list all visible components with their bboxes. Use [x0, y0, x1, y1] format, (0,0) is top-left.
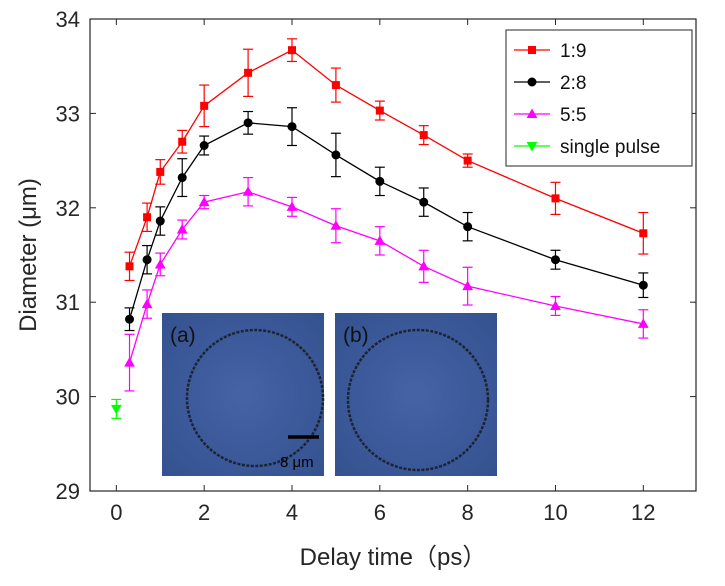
x-tick-label-3: 6	[374, 500, 386, 525]
data-point-2-7	[330, 220, 342, 230]
data-point-1-10	[463, 222, 473, 232]
inset-a-image	[162, 313, 324, 476]
legend-label-3: single pulse	[560, 137, 660, 158]
inset-b-image	[335, 313, 497, 476]
data-point-1-9	[419, 197, 429, 207]
y-tick-label-1: 30	[56, 385, 80, 410]
data-point-2-1	[141, 298, 153, 309]
data-point-2-12	[637, 318, 649, 328]
x-tick-label-4: 8	[462, 500, 474, 525]
inset-b: (b)	[335, 313, 497, 476]
data-point-0-0	[125, 262, 134, 271]
data-point-0-10	[463, 156, 472, 165]
data-point-2-4	[198, 196, 210, 207]
data-point-1-8	[375, 176, 385, 186]
x-axis-label: Delay time（ps）	[300, 544, 487, 571]
x-tick-label-6: 12	[631, 500, 655, 525]
y-tick-label-3: 32	[56, 196, 80, 221]
data-point-1-5	[243, 118, 253, 128]
data-point-2-11	[550, 300, 561, 310]
data-point-1-0	[125, 314, 135, 324]
inset-a-crater-ring	[185, 328, 325, 468]
data-point-0-6	[288, 46, 296, 55]
data-point-3-0	[110, 404, 122, 415]
data-point-2-5	[242, 186, 254, 196]
data-point-2-0	[124, 357, 135, 367]
data-point-2-10	[462, 280, 474, 291]
legend-label-0: 1:9	[560, 41, 586, 62]
tick-labels: 0 2 4 6 8 10 12 29 30 31 32 33 34	[56, 7, 656, 525]
x-tick-label-1: 2	[198, 500, 210, 525]
data-point-0-4	[200, 101, 209, 110]
data-point-1-4	[199, 140, 209, 150]
inset-b-crater-ring	[346, 328, 490, 472]
scale-bar-label: 8 μm	[280, 454, 314, 471]
legend-label-2: 5:5	[560, 105, 586, 126]
data-point-2-6	[286, 201, 298, 211]
y-axis-label-unit: μm	[15, 186, 42, 220]
legend-label-1: 2:8	[560, 73, 586, 94]
inset-a: (a) 8 μm	[162, 313, 325, 476]
y-tick-label-4: 33	[56, 101, 80, 126]
series-0	[124, 38, 649, 282]
data-point-2-2	[154, 258, 166, 269]
data-point-0-7	[331, 81, 340, 90]
series-layer	[110, 38, 649, 419]
x-tick-label-2: 4	[286, 500, 298, 525]
series-3	[110, 398, 122, 419]
data-point-1-12	[638, 280, 648, 290]
y-tick-label-2: 31	[56, 290, 80, 315]
x-tick-label-5: 10	[543, 500, 567, 525]
legend-marker-1	[527, 77, 537, 87]
y-tick-label-5: 34	[56, 7, 80, 32]
data-point-2-9	[418, 260, 430, 271]
data-point-2-3	[176, 223, 188, 234]
series-1	[124, 107, 649, 332]
data-point-0-8	[375, 106, 384, 115]
y-axis-label: Diameter (μm)	[15, 178, 42, 332]
x-tick-label-0: 0	[110, 500, 122, 525]
legend-box	[505, 29, 693, 167]
data-point-0-11	[551, 194, 560, 203]
legend: 1:9 2:8 5:5 single pulse	[505, 29, 693, 167]
data-point-1-7	[331, 150, 341, 160]
data-point-1-11	[550, 255, 560, 265]
data-point-0-5	[244, 68, 253, 77]
data-point-2-8	[374, 235, 386, 245]
data-point-1-1	[142, 255, 152, 265]
data-point-1-6	[287, 122, 297, 132]
data-point-0-12	[639, 229, 648, 238]
inset-b-label: (b)	[343, 324, 369, 347]
y-axis-label-text: Diameter (	[15, 220, 42, 332]
legend-marker-3	[526, 142, 538, 152]
legend-marker-0	[528, 46, 536, 54]
legend-marker-2	[526, 108, 538, 118]
y-tick-label-0: 29	[56, 479, 80, 504]
inset-a-label: (a)	[170, 324, 196, 347]
data-point-1-2	[155, 216, 165, 226]
data-point-0-2	[156, 167, 165, 176]
data-point-0-9	[419, 131, 428, 140]
series-2	[124, 176, 649, 392]
data-point-0-3	[178, 137, 187, 146]
y-axis-label-close: )	[15, 178, 42, 186]
data-point-0-1	[143, 213, 152, 222]
data-point-1-3	[177, 173, 187, 183]
axis-ticks	[90, 18, 696, 492]
